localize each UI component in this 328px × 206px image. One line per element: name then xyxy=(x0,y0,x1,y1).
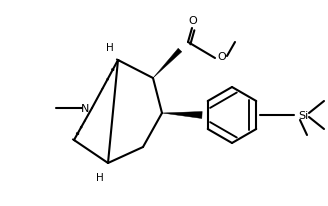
Text: O: O xyxy=(189,16,197,26)
Text: H: H xyxy=(96,173,104,183)
Polygon shape xyxy=(153,48,182,78)
Text: Si: Si xyxy=(298,111,308,121)
Polygon shape xyxy=(162,111,202,118)
Text: H: H xyxy=(106,43,114,53)
Text: O: O xyxy=(217,52,226,62)
Text: N: N xyxy=(81,104,89,114)
